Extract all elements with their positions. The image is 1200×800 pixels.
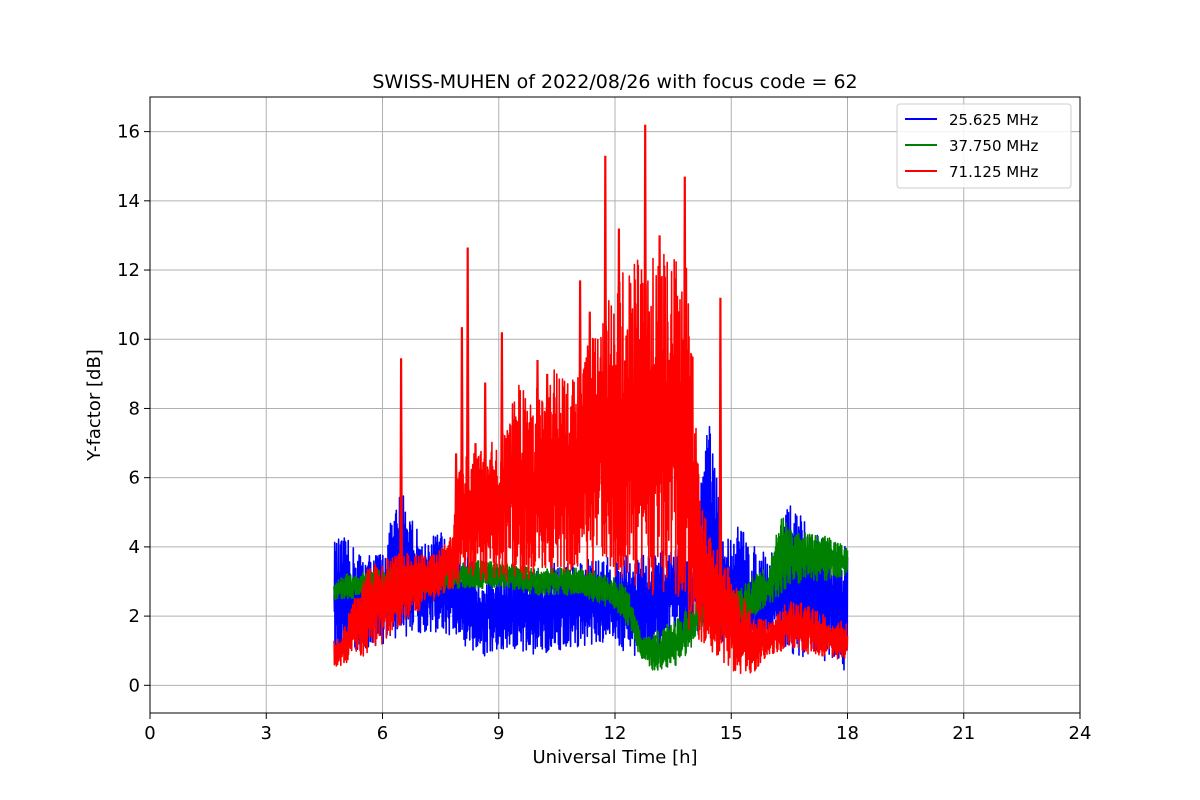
series-spike <box>465 247 470 533</box>
x-axis-label: Universal Time [h] <box>532 747 697 768</box>
series-spike <box>454 453 458 551</box>
series-spike <box>399 358 403 595</box>
x-tick-label: 24 <box>1069 723 1092 744</box>
legend-label-2: 71.125 MHz <box>949 163 1038 181</box>
series-spike <box>643 124 648 457</box>
y-tick-label: 12 <box>117 260 140 281</box>
series-spike <box>460 327 464 535</box>
x-tick-label: 9 <box>493 723 504 744</box>
series-spike <box>500 332 504 521</box>
chart-title: SWISS-MUHEN of 2022/08/26 with focus cod… <box>372 71 857 93</box>
series-spike <box>578 280 582 485</box>
y-tick-label: 16 <box>117 122 140 143</box>
legend: 25.625 MHz 37.750 MHz 71.125 MHz <box>896 103 1072 189</box>
x-tick-label: 21 <box>952 723 975 744</box>
legend-label-0: 25.625 MHz <box>949 111 1038 129</box>
series-group <box>333 124 849 675</box>
x-tick-label: 6 <box>377 723 388 744</box>
x-tick-label: 12 <box>604 723 627 744</box>
x-tick-label: 15 <box>720 723 743 744</box>
x-tick-label: 0 <box>144 723 155 744</box>
series-spike <box>473 443 478 531</box>
series-spike <box>535 359 540 502</box>
y-tick-label: 2 <box>129 606 140 627</box>
y-tick-label: 8 <box>129 398 140 419</box>
series-spike <box>657 235 662 460</box>
y-tick-label: 4 <box>129 537 140 558</box>
series-spike <box>682 176 687 479</box>
y-tick-label: 10 <box>117 329 140 350</box>
legend-label-1: 37.750 MHz <box>949 137 1038 155</box>
y-tick-label: 6 <box>129 468 140 489</box>
y-tick-label: 14 <box>117 191 140 212</box>
series-spike <box>617 228 621 462</box>
y-axis-label: Y-factor [dB] <box>84 349 105 462</box>
series-spike <box>483 382 488 528</box>
legend-box <box>896 103 1072 189</box>
series-spike <box>603 155 608 469</box>
series-spike <box>587 311 592 479</box>
x-tick-label: 3 <box>261 723 272 744</box>
series-spike <box>718 297 723 618</box>
y-tick-label: 0 <box>129 675 140 696</box>
series-spike <box>545 373 550 498</box>
x-tick-label: 18 <box>836 723 859 744</box>
